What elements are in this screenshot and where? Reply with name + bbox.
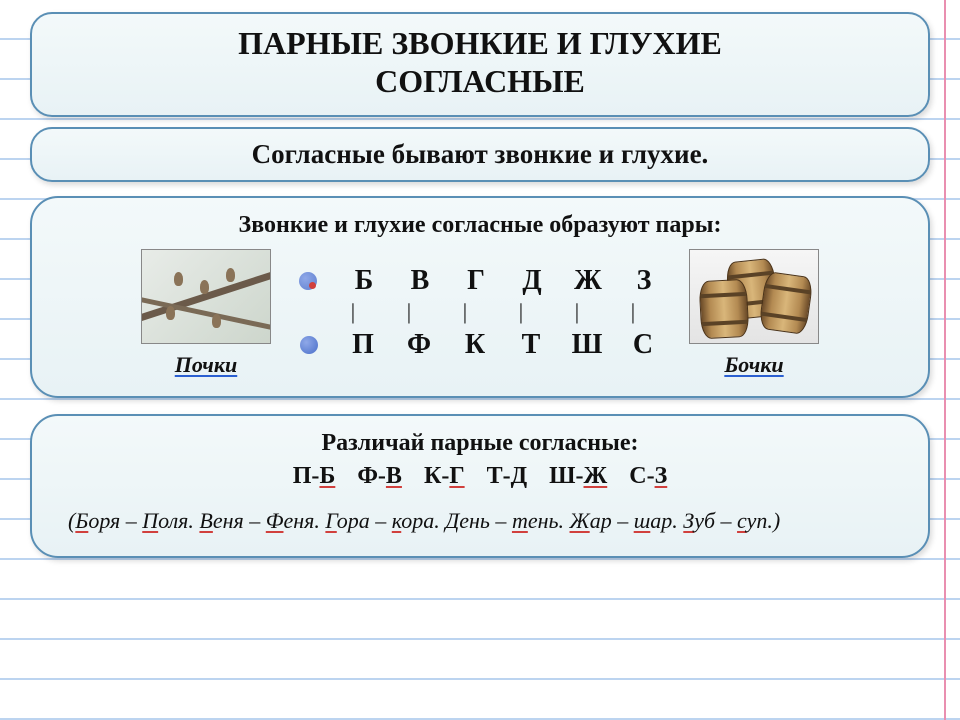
voiced-letter: Д <box>515 265 549 297</box>
title-line1: ПАРНЫЕ ЗВОНКИЕ И ГЛУХИЕ <box>238 25 722 61</box>
voiceless-letter: Ф <box>402 329 436 361</box>
voiced-letter: Г <box>459 265 493 297</box>
pairs-table: Б В Г Д Ж З | | | | | | П <box>299 265 661 361</box>
subtitle-text: Согласные бывают звонкие и глухие. <box>52 139 908 170</box>
voiceless-letter: К <box>458 329 492 361</box>
pairs-intro: Звонкие и глухие согласные образуют пары… <box>52 212 908 239</box>
voiceless-letter: Т <box>514 329 548 361</box>
right-image-box: Бочки <box>679 249 829 378</box>
left-caption: Почки <box>175 352 237 378</box>
voiceless-letter: П <box>346 329 380 361</box>
slide-content: ПАРНЫЕ ЗВОНКИЕ И ГЛУХИЕ СОГЛАСНЫЕ Соглас… <box>0 0 960 568</box>
consonant-pair: С-З <box>629 463 667 490</box>
pairs-row: Почки Б В Г Д Ж З | | | | | <box>52 249 908 378</box>
voiceless-letter: С <box>626 329 660 361</box>
page-title: ПАРНЫЕ ЗВОНКИЕ И ГЛУХИЕ СОГЛАСНЫЕ <box>52 24 908 101</box>
consonant-pair: Ш-Ж <box>549 463 607 490</box>
left-image-box: Почки <box>131 249 281 378</box>
examples-text: (Боря – Поля. Веня – Феня. Гора – кора. … <box>62 504 898 538</box>
voiced-bullet-icon <box>299 272 317 290</box>
subtitle-card: Согласные бывают звонкие и глухие. <box>30 127 930 182</box>
consonant-pair: К-Г <box>424 463 465 490</box>
voiceless-letter: Ш <box>570 329 604 361</box>
consonant-pair: Ф-В <box>357 463 402 490</box>
right-caption: Бочки <box>724 352 783 378</box>
title-line2: СОГЛАСНЫЕ <box>375 63 585 99</box>
voiced-letter: Ж <box>571 265 605 297</box>
buds-image <box>141 249 271 344</box>
pair-line: П-Б Ф-В К-Г Т-Д Ш-Ж С-З <box>62 463 898 490</box>
voiced-row: Б В Г Д Ж З <box>299 265 661 297</box>
pairs-card: Звонкие и глухие согласные образуют пары… <box>30 196 930 398</box>
pair-bars: | | | | | | <box>336 299 650 325</box>
voiceless-row: П Ф К Т Ш С <box>300 329 660 361</box>
voiced-letter: З <box>627 265 661 297</box>
distinguish-heading: Различай парные согласные: <box>62 430 898 457</box>
voiced-letter: Б <box>347 265 381 297</box>
consonant-pair: П-Б <box>293 463 336 490</box>
distinguish-card: Различай парные согласные: П-Б Ф-В К-Г Т-Д Ш… <box>30 414 930 558</box>
barrels-image <box>689 249 819 344</box>
title-card: ПАРНЫЕ ЗВОНКИЕ И ГЛУХИЕ СОГЛАСНЫЕ <box>30 12 930 117</box>
voiced-letter: В <box>403 265 437 297</box>
voiceless-bullet-icon <box>300 336 318 354</box>
consonant-pair: Т-Д <box>487 463 528 490</box>
